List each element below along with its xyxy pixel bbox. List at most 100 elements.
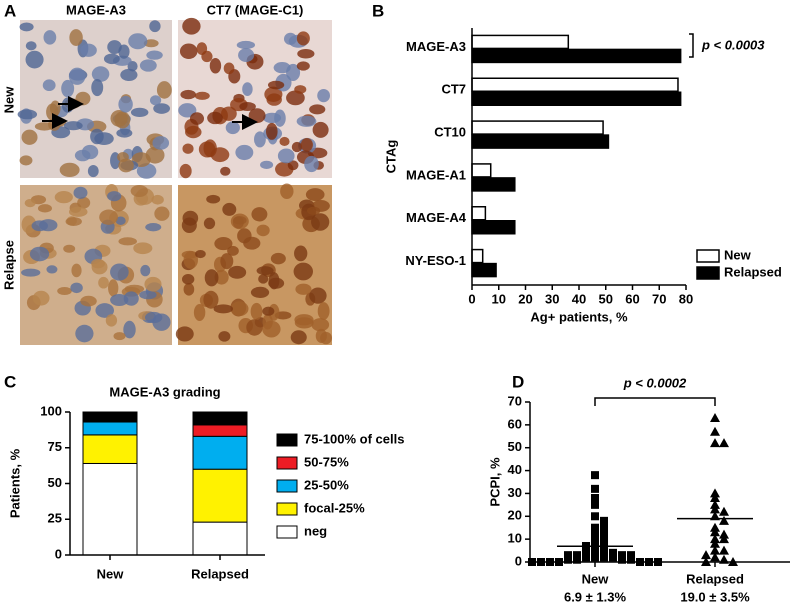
panel-label: C [4, 372, 16, 391]
cell [61, 79, 75, 98]
y-tick-label: 20 [508, 508, 522, 523]
cell [156, 81, 172, 99]
point [609, 548, 617, 557]
cell [296, 115, 317, 127]
legend-label: focal-25% [304, 500, 365, 515]
cell [290, 330, 307, 345]
cell [227, 245, 239, 256]
cell [204, 269, 219, 287]
cell [175, 326, 194, 342]
cell [274, 109, 286, 127]
cell [130, 107, 149, 118]
cell [146, 50, 163, 60]
cell [220, 166, 231, 176]
cell [91, 66, 110, 82]
cell [196, 42, 208, 55]
cell [180, 89, 197, 100]
bar [471, 34, 570, 50]
cell [203, 290, 219, 309]
point [710, 538, 720, 548]
cell [250, 286, 270, 299]
cell [32, 290, 50, 306]
cell [133, 242, 153, 255]
bar [471, 177, 516, 192]
cell [54, 191, 73, 204]
cell [273, 62, 291, 74]
panel-label: B [372, 1, 384, 20]
cell [116, 128, 133, 138]
cell [296, 61, 310, 71]
bracket [594, 397, 716, 406]
point [573, 551, 581, 560]
cell [309, 287, 327, 304]
point [710, 545, 720, 555]
x-tick-label: Relapsed [191, 566, 249, 581]
cell [43, 30, 57, 45]
cell [312, 121, 329, 138]
point [600, 553, 608, 562]
cell [235, 144, 254, 161]
cell [209, 57, 222, 74]
cell [179, 43, 198, 59]
point [591, 512, 599, 521]
cell [153, 103, 171, 114]
cell [37, 204, 52, 213]
cell [181, 217, 197, 233]
point [710, 499, 720, 509]
bar [471, 248, 484, 264]
cell [108, 279, 119, 297]
legend-swatch [276, 479, 298, 493]
cell [61, 97, 74, 113]
x-tick-label: 80 [679, 291, 693, 306]
bar-segment [192, 424, 248, 437]
cell [68, 67, 86, 85]
x-tick-label: New [97, 566, 125, 581]
y-tick-label: 10 [508, 531, 522, 546]
cell [222, 202, 237, 216]
cell [195, 249, 206, 259]
cell [242, 82, 253, 96]
annotation: p < 0.0003 [701, 37, 765, 52]
point [600, 516, 608, 525]
point [600, 530, 608, 539]
cell [151, 194, 164, 205]
point [710, 438, 720, 448]
cell [154, 206, 170, 221]
cell [309, 104, 326, 115]
point [582, 546, 590, 555]
y-tick-label: 40 [508, 462, 522, 477]
cell [291, 141, 303, 153]
cell [118, 95, 133, 113]
x-tick-label: 50 [599, 291, 613, 306]
y-axis-label: Patients, % [7, 448, 22, 518]
cell [183, 283, 195, 296]
cell [80, 295, 97, 307]
cell [194, 91, 210, 100]
cell [189, 112, 205, 125]
x-tick-label: 60 [625, 291, 639, 306]
cell [239, 102, 256, 112]
category-label: CT7 [441, 82, 466, 97]
y-tick-label: 70 [508, 393, 522, 408]
panel-label: A [4, 1, 16, 20]
cell [124, 284, 145, 294]
cell [206, 194, 221, 204]
cell [218, 331, 231, 342]
point [591, 484, 599, 493]
bar [471, 120, 604, 135]
cell [277, 148, 295, 164]
point [591, 553, 599, 562]
x-tick-label: 0 [468, 291, 475, 306]
legend-swatch [696, 249, 720, 263]
point [591, 535, 599, 544]
cell [110, 263, 129, 281]
cell [113, 332, 126, 341]
cell [63, 121, 83, 131]
point [710, 504, 720, 514]
cell [258, 274, 269, 284]
cell [182, 17, 201, 35]
row-label: New [1, 86, 16, 114]
point [564, 555, 572, 564]
point [600, 539, 608, 548]
cell [220, 253, 234, 270]
